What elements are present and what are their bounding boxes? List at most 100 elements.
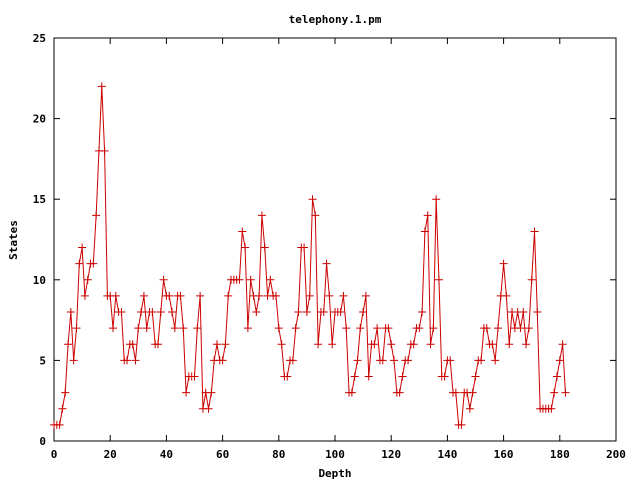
data-point	[190, 372, 199, 381]
data-point	[257, 211, 266, 220]
data-point	[207, 388, 216, 397]
data-point	[558, 340, 567, 349]
data-point	[221, 340, 230, 349]
data-point	[246, 275, 255, 284]
data-point	[426, 340, 435, 349]
data-point	[134, 324, 143, 333]
data-point	[336, 308, 345, 317]
y-axis-label: States	[7, 220, 20, 260]
x-tick-label: 140	[437, 448, 457, 461]
data-point	[364, 372, 373, 381]
data-point	[241, 243, 250, 252]
data-point	[266, 275, 275, 284]
data-point	[555, 356, 564, 365]
data-point	[252, 308, 261, 317]
x-tick-label: 100	[325, 448, 345, 461]
data-point	[322, 259, 331, 268]
data-point	[89, 259, 98, 268]
x-tick-label: 80	[272, 448, 285, 461]
data-point	[61, 388, 70, 397]
y-tick-label: 10	[33, 274, 46, 287]
data-point	[527, 275, 536, 284]
data-point	[224, 291, 233, 300]
data-point	[395, 388, 404, 397]
data-point	[92, 211, 101, 220]
data-point	[390, 356, 399, 365]
data-point	[300, 243, 309, 252]
x-tick-label: 200	[606, 448, 626, 461]
data-point	[522, 340, 531, 349]
data-point	[398, 372, 407, 381]
data-point	[235, 275, 244, 284]
data-point	[176, 291, 185, 300]
data-point	[491, 356, 500, 365]
data-point	[342, 324, 351, 333]
data-point	[218, 356, 227, 365]
data-point	[482, 324, 491, 333]
data-point	[168, 308, 177, 317]
data-point	[493, 324, 502, 333]
data-point	[142, 324, 151, 333]
data-point	[159, 275, 168, 284]
data-point	[339, 291, 348, 300]
data-point	[451, 388, 460, 397]
series-layer	[50, 82, 570, 429]
data-point	[288, 356, 297, 365]
data-point	[471, 372, 480, 381]
data-point	[156, 308, 165, 317]
data-point	[319, 308, 328, 317]
x-tick-label: 20	[104, 448, 117, 461]
data-point	[83, 275, 92, 284]
x-tick-label: 180	[550, 448, 570, 461]
data-point	[404, 356, 413, 365]
data-point	[212, 340, 221, 349]
data-point	[277, 340, 286, 349]
data-point	[505, 340, 514, 349]
data-point	[502, 291, 511, 300]
data-point	[196, 291, 205, 300]
data-point	[137, 308, 146, 317]
x-tick-label: 40	[160, 448, 173, 461]
data-point	[499, 259, 508, 268]
series-line	[54, 86, 566, 426]
data-point	[58, 404, 67, 413]
data-point	[238, 227, 247, 236]
data-point	[69, 356, 78, 365]
data-point	[75, 259, 84, 268]
data-point	[193, 324, 202, 333]
data-point	[204, 404, 213, 413]
y-tick-label: 0	[39, 435, 46, 448]
data-point	[516, 324, 525, 333]
data-point	[294, 308, 303, 317]
x-axis-label: Depth	[318, 467, 351, 480]
data-point	[260, 243, 269, 252]
data-point	[488, 340, 497, 349]
data-point	[457, 420, 466, 429]
y-tick-label: 20	[33, 113, 46, 126]
data-point	[384, 324, 393, 333]
data-point	[524, 324, 533, 333]
data-point	[111, 291, 120, 300]
data-point	[139, 291, 148, 300]
data-point	[440, 372, 449, 381]
data-point	[350, 372, 359, 381]
data-point	[328, 340, 337, 349]
x-tick-label: 60	[216, 448, 229, 461]
data-point	[274, 324, 283, 333]
y-tick-label: 15	[33, 193, 46, 206]
data-point	[530, 227, 539, 236]
data-point	[361, 291, 370, 300]
data-point	[305, 291, 314, 300]
data-point	[550, 388, 559, 397]
data-point	[432, 195, 441, 204]
data-point	[80, 291, 89, 300]
data-point	[446, 356, 455, 365]
data-point	[78, 243, 87, 252]
data-point	[109, 324, 118, 333]
data-point	[468, 388, 477, 397]
data-point	[283, 372, 292, 381]
data-point	[370, 340, 379, 349]
data-point	[179, 324, 188, 333]
